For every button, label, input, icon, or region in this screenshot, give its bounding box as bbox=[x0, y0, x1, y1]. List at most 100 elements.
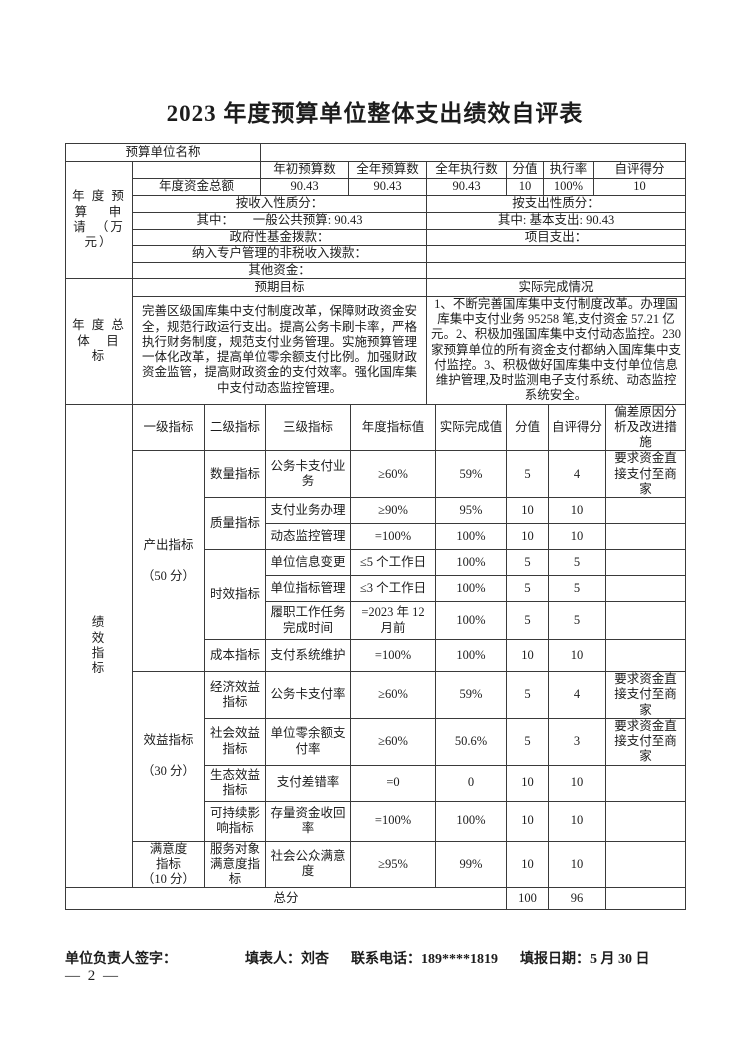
actual-value: 100% bbox=[435, 601, 507, 640]
col-header-deviation: 偏差原因分析及改进措施 bbox=[605, 403, 686, 452]
empty-cell bbox=[131, 161, 262, 179]
score-value: 5 bbox=[506, 717, 549, 766]
actual-value: 59% bbox=[435, 450, 507, 498]
col-header-executed: 全年执行数 bbox=[426, 161, 508, 179]
level3-indicator: 支付差错率 bbox=[265, 764, 351, 802]
self-score-value: 4 bbox=[548, 450, 606, 498]
col-header-target: 年度指标值 bbox=[350, 403, 436, 452]
target-value: ≥60% bbox=[350, 450, 436, 498]
performance-indicators-table: 绩 效 指 标 一级指标 二级指标 三级指标 年度指标值 实际完成值 分值 自评… bbox=[65, 403, 686, 911]
actual-value: 59% bbox=[435, 671, 507, 719]
indicator-row: 满意度 指标 （10 分） 服务对象满意度指标 社会公众满意度 ≥95% 99%… bbox=[66, 840, 686, 889]
fund-score-value: 10 bbox=[506, 178, 545, 196]
deviation-note bbox=[605, 575, 686, 602]
score-value: 5 bbox=[506, 450, 549, 498]
fund-total-label: 年度资金总额 bbox=[131, 178, 262, 196]
level2-indicator: 质量指标 bbox=[204, 497, 266, 550]
target-value: ≤5 个工作日 bbox=[350, 549, 436, 576]
score-value: 10 bbox=[506, 840, 549, 889]
total-score: 100 bbox=[506, 887, 549, 911]
self-score-value: 10 bbox=[548, 800, 606, 842]
deviation-note bbox=[605, 549, 686, 576]
unit-name-value bbox=[260, 143, 687, 162]
self-score-value: 5 bbox=[548, 549, 606, 576]
col-header-actual: 实际完成值 bbox=[435, 403, 507, 452]
level3-indicator: 支付系统维护 bbox=[265, 639, 351, 672]
level2-indicator: 数量指标 bbox=[204, 450, 266, 498]
level2-indicator: 社会效益指标 bbox=[204, 717, 266, 766]
actual-value: 100% bbox=[435, 800, 507, 842]
gov-fund-label: 政府性基金拨款： bbox=[131, 228, 428, 247]
level3-indicator: 支付业务办理 bbox=[265, 497, 351, 524]
page-title: 2023 年度预算单位整体支出绩效自评表 bbox=[166, 101, 584, 126]
deviation-note bbox=[605, 601, 686, 640]
signature-label: 单位负责人签字： bbox=[65, 952, 177, 968]
indicator-row: 时效指标 单位信息变更 ≤5 个工作日 100% 5 5 bbox=[66, 549, 686, 640]
actual-value: 0 bbox=[435, 764, 507, 802]
deviation-note bbox=[605, 497, 686, 524]
self-score-value: 3 bbox=[548, 717, 606, 766]
col-header-level2: 二级指标 bbox=[204, 403, 266, 452]
page-number: — 2 — bbox=[65, 968, 120, 984]
deviation-note: 要求资金直接支付至商家 bbox=[605, 671, 686, 719]
level2-indicator: 服务对象满意度指标 bbox=[204, 840, 266, 889]
score-value: 10 bbox=[506, 800, 549, 842]
deviation-note: 要求资金直接支付至商家 bbox=[605, 450, 686, 498]
fund-executed-value: 90.43 bbox=[426, 178, 508, 196]
target-value: =100% bbox=[350, 800, 436, 842]
actual-value: 100% bbox=[435, 639, 507, 672]
target-value: =100% bbox=[350, 523, 436, 550]
level2-indicator: 经济效益指标 bbox=[204, 671, 266, 719]
target-value: ≥60% bbox=[350, 717, 436, 766]
total-row: 总分 100 96 bbox=[65, 887, 686, 911]
date-label: 填报日期：5 月 30 日 bbox=[520, 952, 650, 968]
col-header-initial-budget: 年初预算数 bbox=[260, 161, 350, 179]
other-fund-label: 其他资金： bbox=[131, 261, 428, 279]
project-expense-label: 项目支出： bbox=[426, 228, 687, 247]
footer-line: 单位负责人签字： 填表人：刘杏 联系电话：189****1819 填报日期：5 月 3… bbox=[65, 948, 685, 968]
actual-value: 99% bbox=[435, 840, 507, 889]
level3-indicator: 单位信息变更 bbox=[265, 549, 351, 576]
level3-indicator: 存量资金收回率 bbox=[265, 800, 351, 842]
deviation-note bbox=[605, 764, 686, 802]
target-value: ≥90% bbox=[350, 497, 436, 524]
actual-value: 100% bbox=[435, 549, 507, 576]
fund-self-score-value: 10 bbox=[593, 178, 687, 196]
self-score-value: 5 bbox=[548, 575, 606, 602]
deviation-note bbox=[605, 840, 686, 889]
col-header-exec-rate: 执行率 bbox=[543, 161, 595, 179]
deviation-note bbox=[605, 800, 686, 842]
level1-satisfaction-indicator: 满意度 指标 （10 分） bbox=[132, 840, 205, 889]
indicator-row: 质量指标 支付业务办理 ≥90% 95% 10 10 bbox=[66, 497, 686, 550]
income-detail: 其中： 一般公共预算: 90.43 bbox=[131, 212, 428, 230]
deviation-note bbox=[605, 523, 686, 550]
target-value: ≥95% bbox=[350, 840, 436, 889]
target-value: ≤3 个工作日 bbox=[350, 575, 436, 602]
level3-indicator: 履职工作任务完成时间 bbox=[265, 601, 351, 640]
indicator-row: 产出指标 （50 分） 数量指标 公务卡支付业务 ≥60% 59% 5 4 要求… bbox=[66, 450, 686, 672]
level3-indicator: 社会公众满意度 bbox=[265, 840, 351, 889]
total-note bbox=[605, 887, 686, 911]
target-value: =2023 年 12 月前 bbox=[350, 601, 436, 640]
indicator-row: 动态监控管理 =100% 100% 10 10 bbox=[66, 523, 686, 550]
target-value: ≥60% bbox=[350, 671, 436, 719]
level3-indicator: 单位指标管理 bbox=[265, 575, 351, 602]
score-value: 5 bbox=[506, 575, 549, 602]
other-fund-value bbox=[426, 261, 687, 279]
non-tax-label: 纳入专户管理的非税收入拨款： bbox=[131, 245, 428, 263]
score-value: 10 bbox=[506, 523, 549, 550]
fund-annual-value: 90.43 bbox=[348, 178, 428, 196]
phone-label: 联系电话：189****1819 bbox=[351, 952, 498, 968]
level2-indicator: 可持续影响指标 bbox=[204, 800, 266, 842]
actual-completion-header: 实际完成情况 bbox=[426, 277, 687, 297]
level1-output-indicator: 产出指标 （50 分） bbox=[132, 450, 205, 672]
actual-value: 100% bbox=[435, 575, 507, 602]
col-header-score: 分值 bbox=[506, 403, 549, 452]
fund-rate-value: 100% bbox=[543, 178, 595, 196]
level3-indicator: 公务卡支付业务 bbox=[265, 450, 351, 498]
actual-completion-text: 1、不断完善国库集中支付制度改革。办理国库集中支付业务 95258 笔,支付资金… bbox=[426, 295, 687, 405]
self-score-value: 10 bbox=[548, 523, 606, 550]
level2-indicator: 时效指标 bbox=[204, 549, 266, 640]
self-score-value: 10 bbox=[548, 639, 606, 672]
